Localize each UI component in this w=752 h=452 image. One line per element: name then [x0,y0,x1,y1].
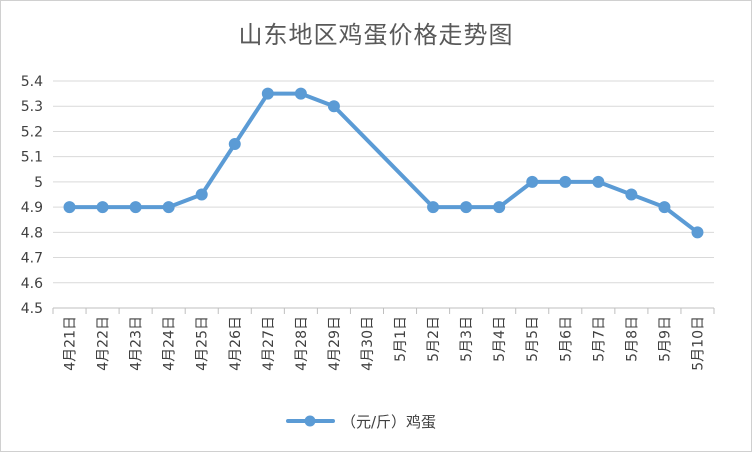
x-tick-label: 5月9日 [657,316,673,362]
data-point [129,201,142,214]
x-tick-label: 5月3日 [459,316,475,362]
data-point [228,138,241,151]
x-tick-label: 5月4日 [492,316,508,362]
data-point [559,175,572,188]
y-tick-label: 4.5 [21,301,43,317]
data-point [658,201,671,214]
x-tick-label: 5月6日 [558,316,574,362]
x-tick-label: 4月25日 [195,316,211,371]
x-tick-label: 5月1日 [393,316,409,362]
x-tick-label: 5月5日 [525,316,541,362]
y-tick-label: 4.6 [21,276,43,292]
x-tick-label: 5月8日 [624,316,640,362]
data-point [162,201,175,214]
series-line [67,91,700,235]
data-point [625,188,638,201]
data-point [261,87,274,100]
y-tick-label: 5.3 [21,99,43,115]
data-point [63,201,76,214]
data-point [460,201,473,214]
y-tick-label: 4.9 [21,200,43,216]
chart-title: 山东地区鸡蛋价格走势图 [238,21,514,49]
y-tick-label: 4.7 [21,251,43,267]
x-tick-label: 4月28日 [294,316,310,371]
data-point [691,226,704,239]
x-tick-label: 4月26日 [228,316,244,371]
data-point [195,188,208,201]
x-tick-label: 4月22日 [96,316,112,371]
legend-label: （元/斤）鸡蛋 [341,413,436,431]
x-tick-label: 5月7日 [591,316,607,362]
x-tick-label: 4月24日 [162,316,178,371]
x-tick-label: 5月2日 [426,316,442,362]
y-tick-label: 5.4 [21,74,43,90]
x-tick-label: 4月30日 [360,316,376,371]
data-point [96,201,109,214]
data-point [526,175,539,188]
x-tick-label: 5月10日 [690,316,706,371]
data-point [294,87,307,100]
data-point [427,201,440,214]
y-tick-label: 5.1 [21,150,43,166]
x-tick-label: 4月27日 [261,316,277,371]
data-point [327,100,340,113]
y-tick-label: 5 [34,175,43,191]
y-tick-label: 4.8 [21,225,43,241]
x-tick-label: 4月21日 [63,316,79,371]
y-tick-label: 5.2 [21,124,43,140]
legend-marker [304,415,316,427]
data-point [493,201,506,214]
x-tick-label: 4月29日 [327,316,343,371]
x-tick-label: 4月23日 [129,316,145,371]
data-point [592,175,605,188]
